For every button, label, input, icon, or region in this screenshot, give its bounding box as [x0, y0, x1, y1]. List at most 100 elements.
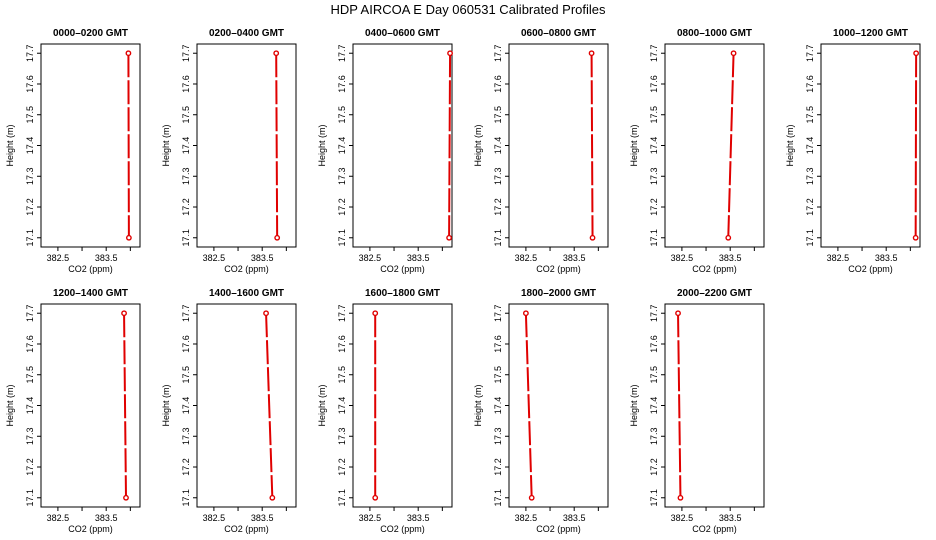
x-axis-label: CO2 (ppm): [536, 264, 581, 274]
y-tick-label: 17.4: [25, 397, 35, 415]
y-tick-label: 17.2: [337, 458, 347, 476]
y-tick-label: 17.5: [337, 106, 347, 124]
panel-title: 1000–1200 GMT: [833, 28, 908, 39]
panel-title: 0800–1000 GMT: [677, 28, 752, 39]
x-axis-label: CO2 (ppm): [68, 524, 113, 534]
y-tick-label: 17.3: [181, 167, 191, 185]
data-point: [913, 50, 920, 57]
chart-panel: 2000–2200 GMT 382.5 383.5 17.1 17.2 17.3 17.4 1…: [629, 288, 765, 534]
y-tick-label: 17.1: [649, 229, 659, 247]
plot-frame: [352, 303, 453, 508]
y-tick-label: 17.2: [181, 198, 191, 216]
y-tick-label: 17.4: [649, 397, 659, 415]
data-point: [273, 50, 280, 57]
plot-frame: [196, 303, 297, 508]
panel-title: 1200–1400 GMT: [53, 288, 128, 299]
y-tick-label: 17.2: [649, 458, 659, 476]
panel-title: 0200–0400 GMT: [209, 28, 284, 39]
y-tick-label: 17.4: [181, 137, 191, 155]
profile-line: [448, 53, 452, 238]
profile-line: [265, 313, 274, 498]
data-point: [125, 50, 132, 57]
panel-title: 1400–1600 GMT: [209, 288, 284, 299]
y-tick-label: 17.2: [493, 458, 503, 476]
data-point: [730, 50, 737, 57]
y-tick-label: 17.2: [25, 458, 35, 476]
y-tick-label: 17.4: [805, 137, 815, 155]
profile-line: [524, 313, 533, 498]
x-axis-label: CO2 (ppm): [380, 264, 425, 274]
y-tick-label: 17.3: [337, 427, 347, 445]
y-tick-label: 17.7: [805, 44, 815, 62]
x-axis-label: CO2 (ppm): [848, 264, 893, 274]
x-tick-label: 382.5: [47, 513, 70, 523]
plot-frame: [664, 43, 765, 248]
y-tick-label: 17.1: [337, 489, 347, 507]
x-tick-label: 383.5: [563, 513, 586, 523]
x-tick-label: 383.5: [407, 253, 430, 263]
y-tick-label: 17.5: [25, 106, 35, 124]
x-axis-label: CO2 (ppm): [224, 264, 269, 274]
y-tick-label: 17.6: [493, 335, 503, 353]
data-point: [123, 494, 129, 501]
chart-panel: 0600–0800 GMT 382.5 383.5 17.1 17.2 17.3 17.4 1…: [473, 28, 609, 274]
y-tick-label: 17.1: [493, 489, 503, 507]
y-tick-label: 17.2: [337, 198, 347, 216]
y-tick-label: 17.7: [337, 304, 347, 322]
y-tick-label: 17.3: [493, 167, 503, 185]
y-tick-label: 17.4: [337, 397, 347, 415]
data-point: [121, 310, 127, 317]
data-point: [725, 234, 732, 241]
y-tick-label: 17.5: [181, 366, 191, 384]
y-tick-label: 17.1: [181, 229, 191, 247]
y-tick-label: 17.2: [25, 198, 35, 216]
y-tick-label: 17.6: [25, 335, 35, 353]
data-point: [912, 234, 919, 241]
y-tick-label: 17.5: [181, 106, 191, 124]
data-point: [125, 234, 132, 241]
panel-title: 2000–2200 GMT: [677, 288, 752, 299]
y-tick-label: 17.7: [25, 304, 35, 322]
y-tick-label: 17.3: [25, 167, 35, 185]
chart-panel: 0800–1000 GMT 382.5 383.5 17.1 17.2 17.3 17.4 1…: [629, 28, 765, 274]
y-axis-label: Height (m): [473, 384, 483, 426]
y-tick-label: 17.6: [25, 75, 35, 93]
y-axis-label: Height (m): [5, 384, 15, 426]
y-tick-label: 17.1: [649, 489, 659, 507]
y-tick-label: 17.5: [649, 106, 659, 124]
plot-frame: [820, 43, 921, 248]
x-tick-label: 382.5: [827, 253, 850, 263]
y-tick-label: 17.4: [493, 397, 503, 415]
x-tick-label: 382.5: [359, 513, 382, 523]
y-tick-label: 17.3: [649, 167, 659, 185]
x-tick-label: 383.5: [875, 253, 898, 263]
data-point: [372, 310, 379, 317]
data-point: [446, 234, 453, 241]
y-tick-label: 17.1: [805, 229, 815, 247]
chart-panel: 1000–1200 GMT 382.5 383.5 17.1 17.2 17.3 17.4 1…: [785, 28, 921, 274]
y-tick-label: 17.5: [25, 366, 35, 384]
x-axis-label: CO2 (ppm): [380, 524, 425, 534]
y-tick-label: 17.6: [493, 75, 503, 93]
x-axis-label: CO2 (ppm): [536, 524, 581, 534]
y-tick-label: 17.7: [25, 44, 35, 62]
plot-frame: [196, 43, 297, 248]
x-tick-label: 382.5: [671, 513, 694, 523]
x-tick-label: 382.5: [515, 513, 538, 523]
y-tick-label: 17.2: [649, 198, 659, 216]
y-tick-label: 17.6: [337, 335, 347, 353]
y-tick-label: 17.6: [805, 75, 815, 93]
figure-title: HDP AIRCOA E Day 060531 Calibrated Profi…: [330, 2, 606, 17]
y-tick-label: 17.3: [25, 427, 35, 445]
y-axis-label: Height (m): [161, 384, 171, 426]
x-tick-label: 382.5: [515, 253, 538, 263]
x-tick-label: 383.5: [719, 513, 742, 523]
y-tick-label: 17.3: [181, 427, 191, 445]
profile-line: [727, 53, 735, 238]
y-axis-label: Height (m): [317, 384, 327, 426]
chart-panel: 0000–0200 GMT 382.5 383.5 17.1 17.2 17.3 17.4 1…: [5, 28, 141, 274]
profile-line: [275, 53, 279, 238]
chart-panel: 0200–0400 GMT 382.5 383.5 17.1 17.2 17.3 17.4 1…: [161, 28, 297, 274]
